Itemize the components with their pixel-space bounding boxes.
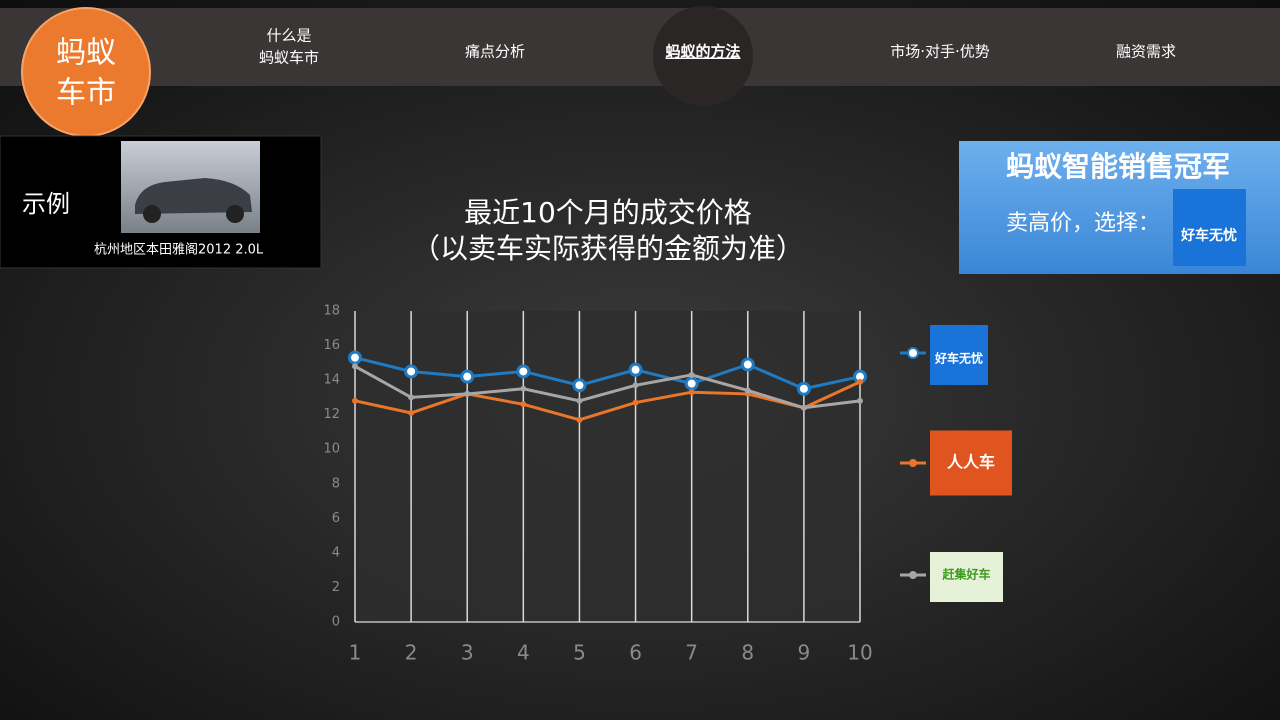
x-tick-label: 8 [741,641,754,665]
data-point [352,397,358,404]
x-tick-label: 3 [461,641,474,665]
legend-logo [930,552,1003,602]
nav-bar [0,8,1280,86]
data-point [740,357,755,372]
series-line [354,380,861,422]
y-tick-label: 14 [323,373,340,388]
logo-text: 车市 [56,76,116,111]
data-point [520,385,527,392]
legend-logo [930,325,988,385]
data-point [464,390,471,397]
y-tick-label: 6 [332,511,340,526]
x-tick-label: 2 [405,641,418,665]
y-tick-label: 4 [332,545,340,560]
data-point [572,378,587,393]
data-point [408,409,415,416]
y-tick-label: 10 [323,442,340,457]
x-tick-label: 10 [847,641,872,665]
data-point [408,394,415,401]
data-point [348,350,362,365]
nav-item[interactable]: 痛点分析 [465,43,525,61]
x-tick-label: 6 [629,641,642,665]
series-line [354,356,861,391]
legend-marker [909,459,917,467]
example-caption: 杭州地区本田雅阁2012 2.0L [94,243,264,258]
legend-label: 人人车 [947,453,995,472]
data-point [632,399,639,406]
nav-item[interactable]: 蚂蚁车市 [259,49,319,67]
data-point [744,387,751,394]
data-point [632,382,639,389]
plot-area [355,311,860,622]
legend-marker [909,571,917,579]
nav-item[interactable]: 什么是 [266,27,311,45]
data-point [520,401,527,408]
data-point [684,376,699,391]
x-tick-label: 1 [349,641,362,665]
chart-title: 最近10个月的成交价格 [464,196,752,229]
data-point [688,371,695,378]
x-tick-label: 9 [798,641,811,665]
car-wheel [143,205,161,223]
data-point [352,363,358,370]
data-point [800,404,807,411]
x-tick-label: 4 [517,641,530,665]
data-point [576,416,583,423]
nav-item[interactable]: 市场·对手·优势 [890,43,990,61]
legend-label: 赶集好车 [941,567,990,582]
chart-subtitle: （以卖车实际获得的金额为准） [412,232,804,265]
data-point [857,397,863,404]
data-point [628,362,643,377]
y-tick-label: 8 [332,476,340,491]
x-tick-label: 7 [685,641,698,665]
y-tick-label: 16 [323,338,340,353]
y-tick-label: 18 [323,304,340,319]
car-wheel [226,205,244,223]
nav-item[interactable]: 融资需求 [1116,43,1176,61]
promo-brand: 好车无忧 [1180,227,1237,244]
data-point [796,381,811,396]
x-tick-label: 5 [573,641,586,665]
promo-brand-logo [1173,189,1246,266]
promo-title: 蚂蚁智能销售冠军 [1006,150,1230,183]
data-point [516,364,531,379]
example-label: 示例 [22,190,70,218]
nav-item[interactable]: 蚂蚁的方法 [665,43,740,61]
logo-text: 蚂蚁 [56,36,116,71]
legend-marker [907,347,919,359]
data-point [688,389,695,396]
data-point [857,378,863,385]
data-point [404,364,419,379]
y-tick-label: 2 [332,580,340,595]
data-point [576,397,583,404]
series-line [354,364,861,410]
car-shape [135,178,252,214]
data-point [460,369,475,384]
y-tick-label: 12 [323,407,340,422]
nav-indicator [653,6,753,106]
legend-label: 好车无忧 [934,351,983,366]
y-tick-label: 0 [332,615,340,630]
logo[interactable] [21,7,151,137]
legend-logo [930,430,1012,496]
promo-text: 卖高价，选择： [1006,211,1160,236]
